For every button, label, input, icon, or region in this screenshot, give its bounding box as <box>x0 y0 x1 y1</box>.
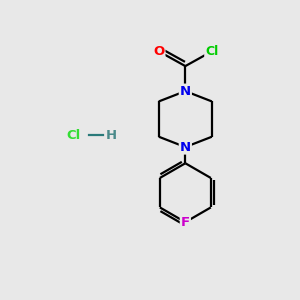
Text: N: N <box>180 85 191 98</box>
Text: H: H <box>106 129 117 142</box>
Text: Cl: Cl <box>66 129 81 142</box>
Text: O: O <box>153 45 164 58</box>
Text: Cl: Cl <box>205 45 218 58</box>
Text: F: F <box>181 216 190 229</box>
Text: N: N <box>180 141 191 154</box>
